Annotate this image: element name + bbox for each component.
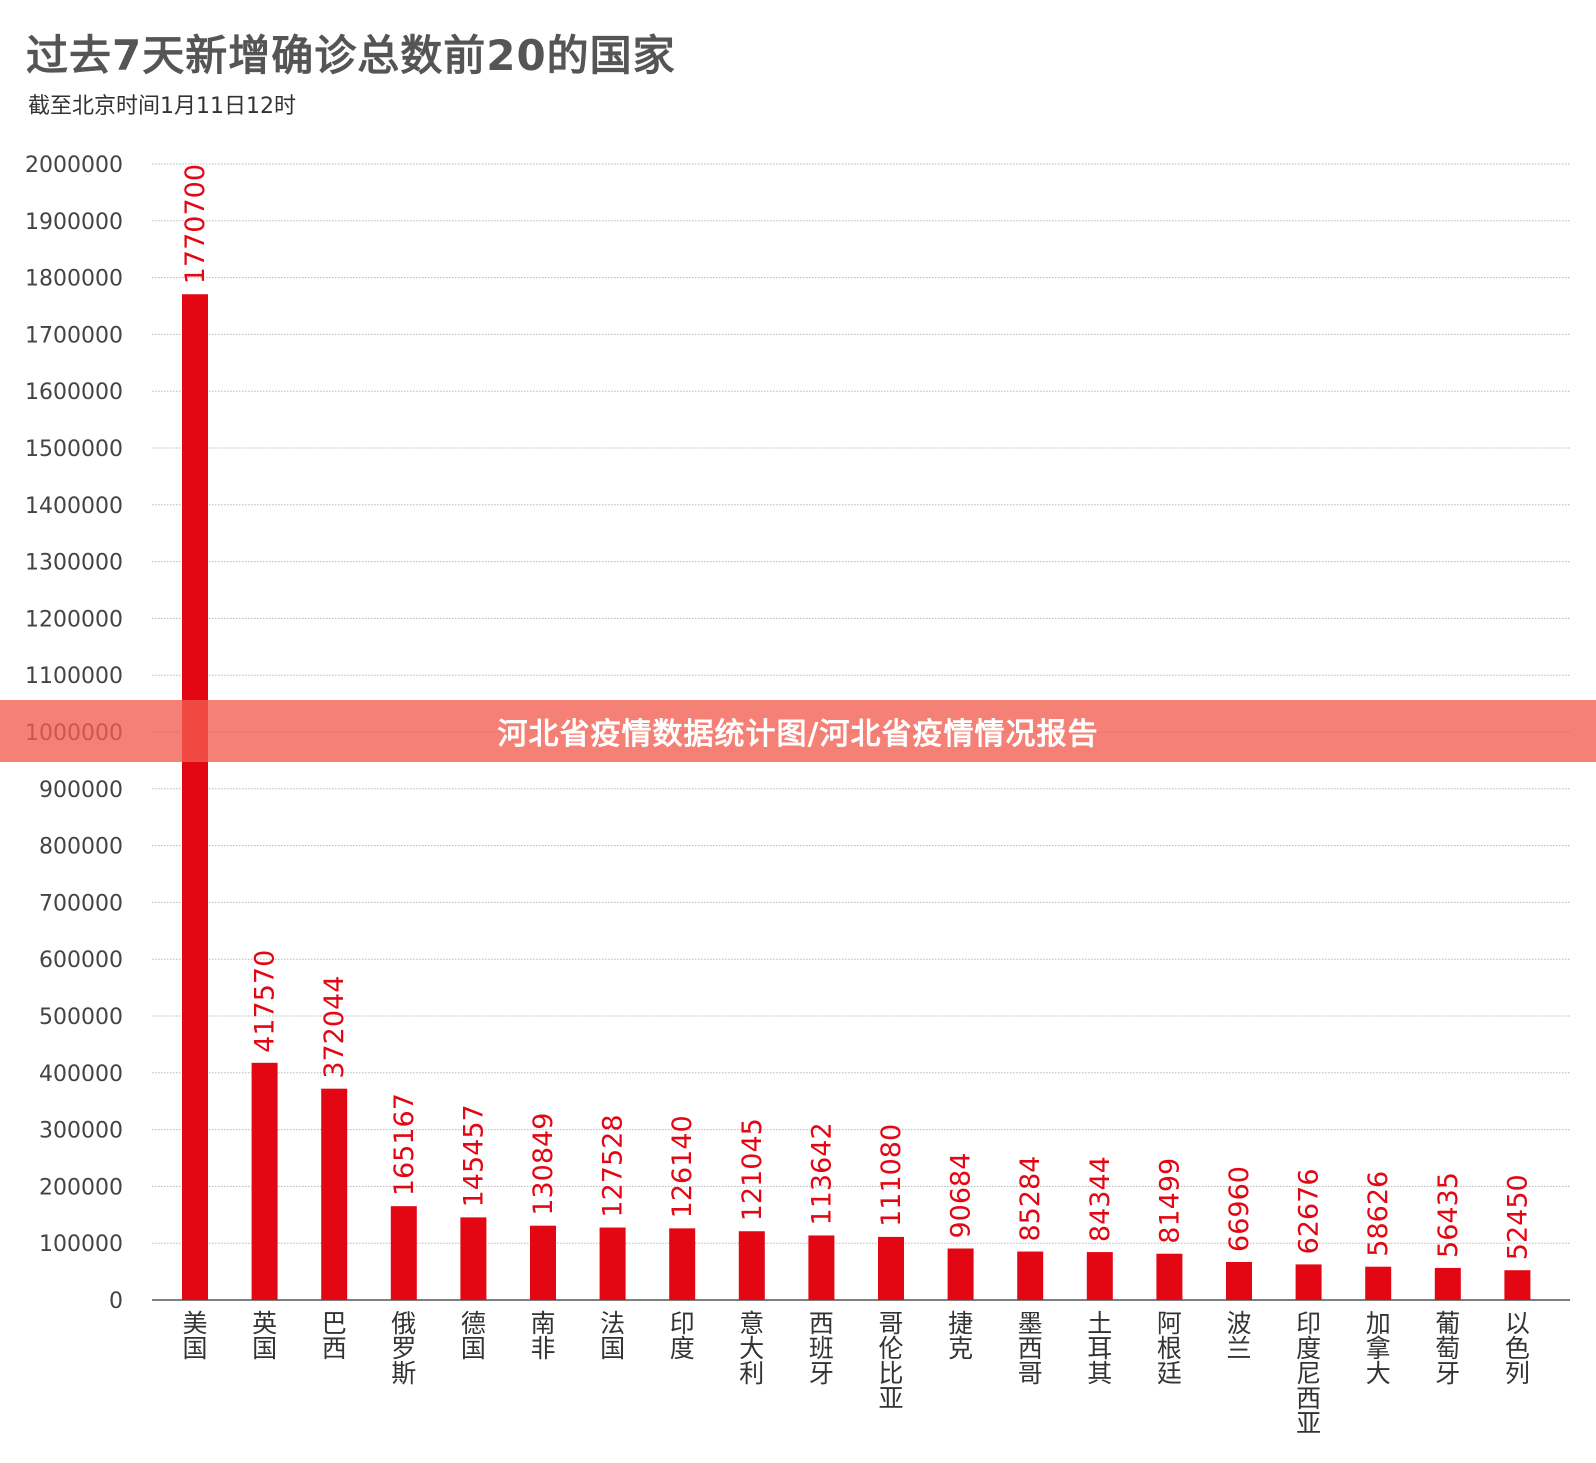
y-tick-label: 1600000 — [25, 380, 123, 405]
x-tick-label: 加拿大 — [1366, 1309, 1391, 1388]
y-tick-label: 1900000 — [25, 210, 123, 235]
x-tick-label: 南非 — [530, 1309, 555, 1363]
y-tick-label: 100000 — [39, 1232, 123, 1257]
y-tick-label: 400000 — [39, 1062, 123, 1087]
x-tick-label: 意大利 — [739, 1309, 764, 1388]
y-tick-label: 900000 — [39, 778, 123, 803]
y-tick-label: 200000 — [39, 1175, 123, 1200]
y-tick-label: 1500000 — [25, 437, 123, 462]
bar — [947, 1248, 974, 1300]
x-tick-label: 俄罗斯 — [391, 1309, 416, 1388]
x-tick-label: 巴西 — [322, 1309, 347, 1363]
bar — [1504, 1270, 1531, 1300]
x-tick-label: 墨西哥 — [1018, 1309, 1043, 1388]
y-tick-label: 1800000 — [25, 267, 123, 292]
data-label: 81499 — [1154, 1158, 1185, 1244]
bar — [460, 1217, 487, 1300]
bar — [738, 1231, 765, 1300]
bar — [878, 1236, 904, 1300]
chart-subtitle: 截至北京时间1月11日12时 — [28, 94, 296, 119]
bar — [530, 1225, 556, 1300]
bar — [1086, 1252, 1113, 1300]
bar — [1226, 1261, 1252, 1300]
data-label: 126140 — [667, 1115, 698, 1218]
data-label: 90684 — [946, 1153, 977, 1239]
y-tick-label: 700000 — [39, 891, 123, 916]
bar — [1156, 1253, 1183, 1300]
data-label: 145457 — [458, 1104, 489, 1207]
y-tick-label: 1100000 — [25, 664, 123, 689]
bar — [1365, 1266, 1392, 1300]
watermark-text: 河北省疫情数据统计图/河北省疫情情况报告 — [497, 717, 1099, 752]
bar — [1434, 1267, 1461, 1300]
x-tick-label: 印度 — [670, 1309, 695, 1363]
x-tick-label: 英国 — [252, 1309, 277, 1363]
x-tick-label: 德国 — [461, 1309, 486, 1363]
bar — [251, 1062, 278, 1300]
data-label: 165167 — [389, 1093, 420, 1196]
bar — [1295, 1264, 1322, 1300]
y-tick-label: 1700000 — [25, 323, 123, 348]
chart-title: 过去7天新增确诊总数前20的国家 — [26, 31, 676, 80]
x-tick-label: 法国 — [600, 1309, 625, 1363]
data-label: 111080 — [876, 1124, 907, 1227]
data-label: 66960 — [1224, 1166, 1255, 1252]
data-label: 1770700 — [180, 164, 211, 284]
x-tick-label: 葡萄牙 — [1435, 1309, 1460, 1388]
bar — [599, 1227, 626, 1300]
data-label: 84344 — [1085, 1156, 1116, 1242]
bar — [669, 1228, 696, 1300]
x-tick-label: 美国 — [182, 1309, 207, 1363]
y-tick-label: 600000 — [39, 948, 123, 973]
data-label: 62676 — [1294, 1168, 1325, 1254]
x-tick-label: 捷克 — [948, 1309, 973, 1363]
data-label: 372044 — [319, 976, 350, 1079]
data-label: 417570 — [250, 950, 281, 1053]
data-label: 127528 — [598, 1114, 629, 1217]
y-tick-label: 1400000 — [25, 494, 123, 519]
y-tick-label: 500000 — [39, 1005, 123, 1030]
bar — [321, 1088, 348, 1300]
data-label: 113642 — [806, 1122, 837, 1225]
x-tick-label: 西班牙 — [809, 1309, 834, 1388]
x-tick-label: 印度尼西亚 — [1296, 1309, 1321, 1438]
bar — [182, 294, 208, 1300]
bar — [808, 1235, 835, 1300]
y-tick-label: 300000 — [39, 1119, 123, 1144]
y-tick-label: 2000000 — [25, 153, 123, 178]
data-label: 130849 — [528, 1113, 559, 1216]
data-label: 121045 — [737, 1118, 768, 1221]
x-tick-label: 阿根廷 — [1157, 1309, 1182, 1388]
y-tick-label: 0 — [109, 1289, 123, 1314]
x-tick-label: 波兰 — [1226, 1309, 1251, 1363]
x-tick-label: 哥伦比亚 — [878, 1309, 903, 1413]
data-label: 58626 — [1363, 1171, 1394, 1257]
data-label: 56435 — [1433, 1172, 1464, 1258]
watermark-banner: 河北省疫情数据统计图/河北省疫情情况报告 — [0, 700, 1596, 762]
y-tick-label: 1300000 — [25, 551, 123, 576]
y-tick-label: 800000 — [39, 835, 123, 860]
y-tick-label: 1200000 — [25, 607, 123, 632]
data-label: 52450 — [1502, 1174, 1533, 1260]
x-tick-label: 土耳其 — [1087, 1309, 1112, 1388]
data-label: 85284 — [1015, 1156, 1046, 1242]
bar — [1017, 1251, 1044, 1300]
x-tick-label: 以色列 — [1505, 1309, 1530, 1388]
bar — [390, 1206, 417, 1300]
